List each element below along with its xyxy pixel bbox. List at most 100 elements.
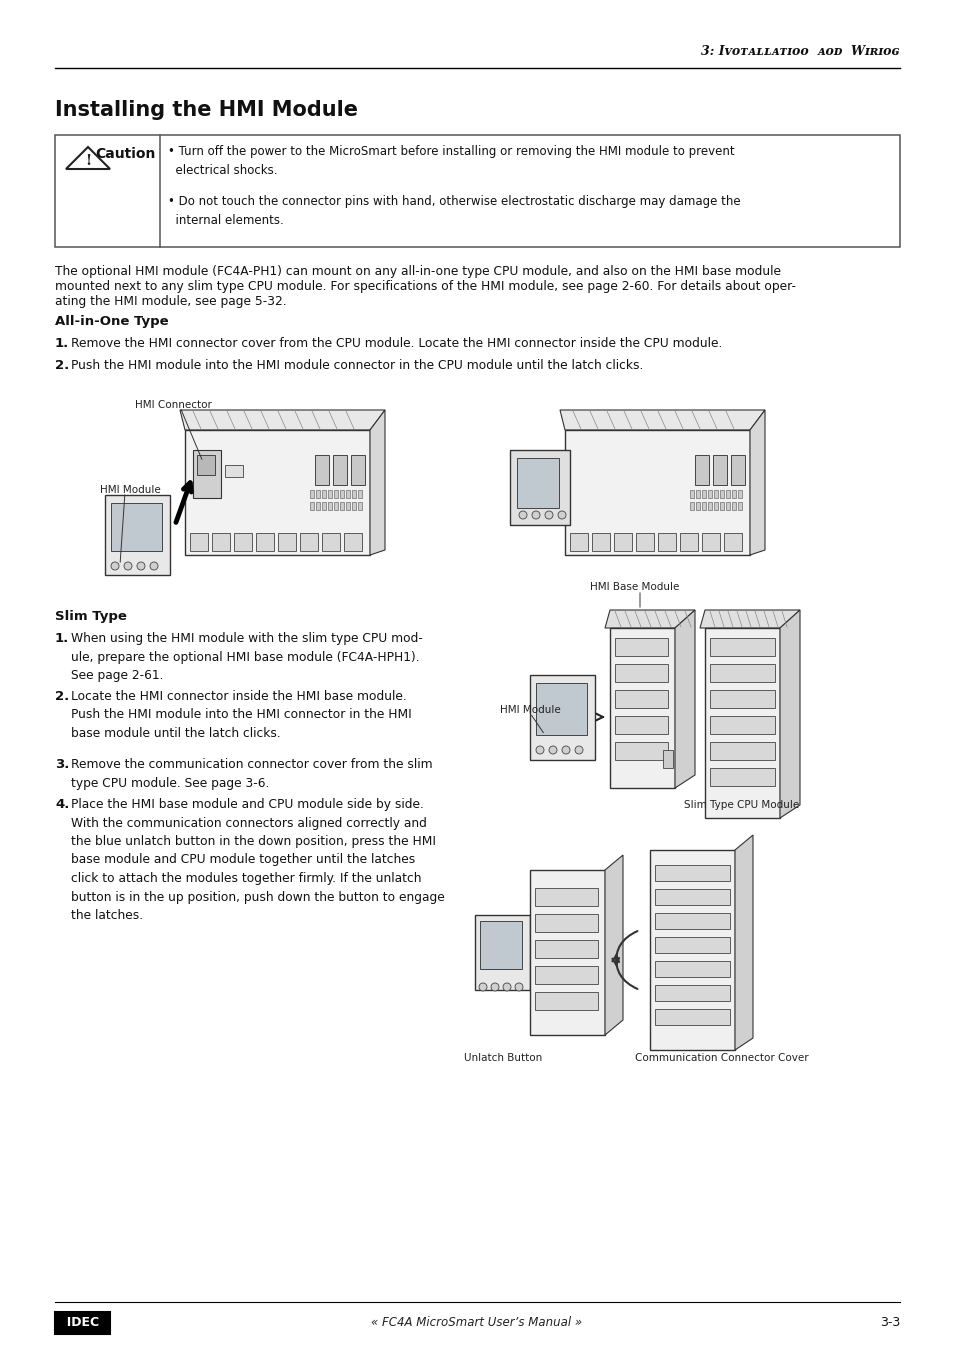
FancyBboxPatch shape <box>615 663 667 682</box>
Polygon shape <box>180 409 385 430</box>
Circle shape <box>536 746 543 754</box>
FancyBboxPatch shape <box>655 889 729 905</box>
FancyBboxPatch shape <box>536 684 586 735</box>
FancyBboxPatch shape <box>696 503 700 509</box>
Polygon shape <box>734 835 752 1050</box>
FancyBboxPatch shape <box>339 490 344 499</box>
FancyBboxPatch shape <box>709 742 774 761</box>
FancyBboxPatch shape <box>225 465 243 477</box>
FancyBboxPatch shape <box>636 534 654 551</box>
FancyBboxPatch shape <box>479 921 521 969</box>
Circle shape <box>518 511 526 519</box>
FancyBboxPatch shape <box>535 888 598 907</box>
Text: 1.: 1. <box>55 336 70 350</box>
FancyBboxPatch shape <box>701 534 720 551</box>
Circle shape <box>575 746 582 754</box>
FancyBboxPatch shape <box>658 534 676 551</box>
FancyBboxPatch shape <box>689 490 693 499</box>
Text: 2.: 2. <box>55 690 70 703</box>
FancyBboxPatch shape <box>277 534 295 551</box>
FancyBboxPatch shape <box>535 966 598 984</box>
FancyBboxPatch shape <box>190 534 208 551</box>
FancyBboxPatch shape <box>707 503 711 509</box>
Text: The optional HMI module (FC4A-PH1) can mount on any all-in-one type CPU module, : The optional HMI module (FC4A-PH1) can m… <box>55 265 781 278</box>
FancyBboxPatch shape <box>357 490 361 499</box>
FancyBboxPatch shape <box>344 534 361 551</box>
Polygon shape <box>559 409 764 430</box>
FancyBboxPatch shape <box>339 503 344 509</box>
Text: Communication Connector Cover: Communication Connector Cover <box>635 1052 808 1063</box>
Text: 4.: 4. <box>55 798 70 811</box>
Circle shape <box>561 746 569 754</box>
Text: Remove the HMI connector cover from the CPU module. Locate the HMI connector ins: Remove the HMI connector cover from the … <box>71 336 721 350</box>
FancyBboxPatch shape <box>696 490 700 499</box>
FancyBboxPatch shape <box>315 490 319 499</box>
FancyBboxPatch shape <box>615 690 667 708</box>
FancyBboxPatch shape <box>731 490 735 499</box>
Text: 1.: 1. <box>55 632 70 644</box>
FancyBboxPatch shape <box>299 534 317 551</box>
FancyBboxPatch shape <box>193 450 221 499</box>
Text: Push the HMI module into the HMI module connector in the CPU module until the la: Push the HMI module into the HMI module … <box>71 359 642 372</box>
Circle shape <box>558 511 565 519</box>
FancyBboxPatch shape <box>510 450 569 526</box>
FancyBboxPatch shape <box>475 915 530 990</box>
FancyBboxPatch shape <box>212 534 230 551</box>
Polygon shape <box>700 611 800 628</box>
FancyBboxPatch shape <box>615 638 667 657</box>
Text: Locate the HMI connector inside the HMI base module.
Push the HMI module into th: Locate the HMI connector inside the HMI … <box>71 690 412 740</box>
FancyBboxPatch shape <box>730 455 744 485</box>
Polygon shape <box>780 611 800 817</box>
FancyBboxPatch shape <box>322 490 326 499</box>
Text: Caution: Caution <box>94 147 155 161</box>
Text: All-in-One Type: All-in-One Type <box>55 315 169 328</box>
FancyBboxPatch shape <box>564 430 749 555</box>
FancyBboxPatch shape <box>649 850 734 1050</box>
FancyBboxPatch shape <box>712 455 726 485</box>
FancyBboxPatch shape <box>530 870 604 1035</box>
FancyBboxPatch shape <box>357 503 361 509</box>
FancyBboxPatch shape <box>233 534 252 551</box>
FancyBboxPatch shape <box>105 494 170 576</box>
Text: Unlatch Button: Unlatch Button <box>463 1052 541 1063</box>
FancyBboxPatch shape <box>720 490 723 499</box>
Polygon shape <box>66 147 110 169</box>
FancyBboxPatch shape <box>701 490 705 499</box>
FancyBboxPatch shape <box>725 490 729 499</box>
FancyBboxPatch shape <box>615 716 667 734</box>
Circle shape <box>544 511 553 519</box>
Text: HMI Module: HMI Module <box>100 485 161 494</box>
Text: When using the HMI module with the slim type CPU mod-
ule, prepare the optional : When using the HMI module with the slim … <box>71 632 422 682</box>
FancyBboxPatch shape <box>333 455 347 485</box>
FancyBboxPatch shape <box>346 503 350 509</box>
FancyBboxPatch shape <box>111 503 162 551</box>
FancyBboxPatch shape <box>713 490 718 499</box>
Circle shape <box>548 746 557 754</box>
FancyBboxPatch shape <box>738 490 741 499</box>
Text: mounted next to any slim type CPU module. For specifications of the HMI module, : mounted next to any slim type CPU module… <box>55 280 795 293</box>
Polygon shape <box>604 855 622 1035</box>
Text: • Do not touch the connector pins with hand, otherwise electrostatic discharge m: • Do not touch the connector pins with h… <box>168 195 740 227</box>
FancyBboxPatch shape <box>709 663 774 682</box>
Text: HMI Module: HMI Module <box>499 705 560 715</box>
FancyBboxPatch shape <box>322 534 339 551</box>
FancyBboxPatch shape <box>709 767 774 786</box>
FancyBboxPatch shape <box>723 534 741 551</box>
Text: Remove the communication connector cover from the slim
type CPU module. See page: Remove the communication connector cover… <box>71 758 432 789</box>
FancyBboxPatch shape <box>709 638 774 657</box>
FancyBboxPatch shape <box>334 490 337 499</box>
FancyBboxPatch shape <box>738 503 741 509</box>
FancyBboxPatch shape <box>310 490 314 499</box>
Text: !: ! <box>85 154 91 168</box>
Circle shape <box>515 984 522 992</box>
FancyBboxPatch shape <box>707 490 711 499</box>
FancyBboxPatch shape <box>662 750 672 767</box>
FancyBboxPatch shape <box>314 455 329 485</box>
FancyBboxPatch shape <box>185 430 370 555</box>
FancyBboxPatch shape <box>704 628 780 817</box>
FancyBboxPatch shape <box>328 490 332 499</box>
FancyBboxPatch shape <box>346 490 350 499</box>
FancyBboxPatch shape <box>655 865 729 881</box>
FancyBboxPatch shape <box>655 1009 729 1025</box>
Text: 3.: 3. <box>55 758 70 771</box>
